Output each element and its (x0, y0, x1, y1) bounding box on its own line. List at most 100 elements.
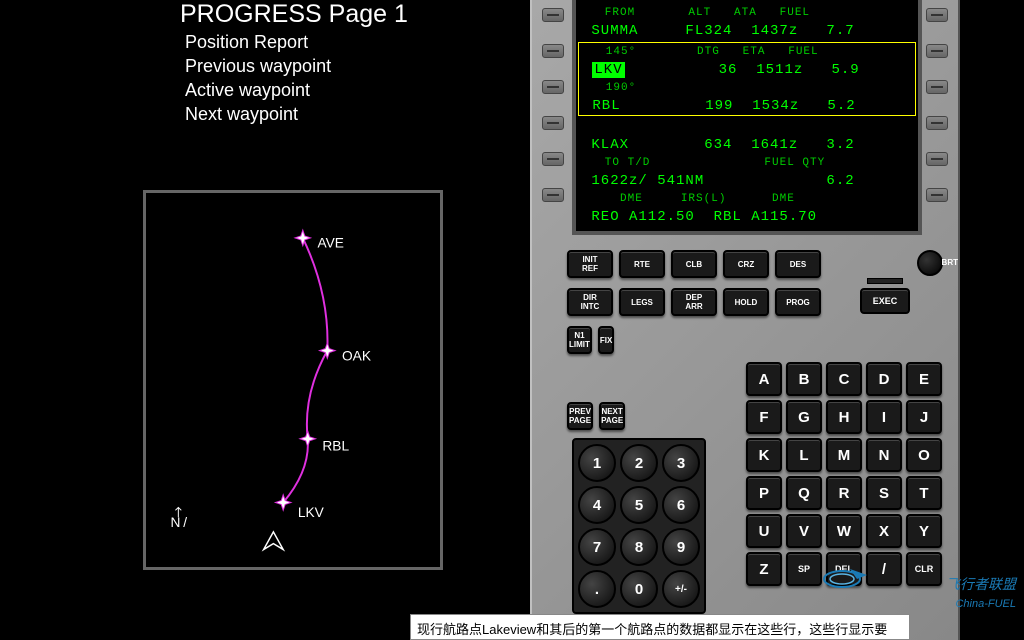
cdu-unit: FROM ALT ATA FUEL SUMMA FL324 1437z 7.7 … (530, 0, 960, 640)
fn-crz-button[interactable]: CRZ (723, 250, 769, 278)
lsk-r3[interactable] (926, 80, 948, 94)
cdu-line: 145° DTG ETA FUEL (583, 43, 911, 61)
lsk-l4[interactable] (542, 116, 564, 130)
key-p-button[interactable]: P (746, 476, 782, 510)
waypoint-ave: AVE (295, 230, 344, 251)
numkey-4-button[interactable]: 4 (578, 486, 616, 524)
fn-fix-button[interactable]: FIX (598, 326, 614, 354)
key-sp-button[interactable]: SP (786, 552, 822, 586)
cdu-line: DME IRS(L) DME (582, 190, 912, 208)
cdu-line: REO A112.50 RBL A115.70 (582, 208, 912, 226)
function-row-2: DIRINTCLEGSDEPARRHOLDPROG (567, 288, 827, 316)
lsk-r5[interactable] (926, 152, 948, 166)
nav-buttons: N1LIMIT FIX PREVPAGENEXTPAGE (567, 326, 625, 430)
aircraft-icon (264, 532, 284, 550)
key-x-button[interactable]: X (866, 514, 902, 548)
fn-prev-page-button[interactable]: PREVPAGE (567, 402, 593, 430)
watermark-logo-icon (822, 561, 942, 591)
svg-text:AVE: AVE (318, 236, 344, 251)
key-b-button[interactable]: B (786, 362, 822, 396)
fn-hold-button[interactable]: HOLD (723, 288, 769, 316)
route-path (283, 238, 327, 503)
cdu-line: LKV 36 1511z 5.9 (583, 61, 911, 79)
nd-display: AVEOAKRBLLKVN/ (143, 190, 443, 570)
cdu-line: RBL 199 1534z 5.2 (583, 97, 911, 115)
north-label: N (171, 515, 181, 530)
key-e-button[interactable]: E (906, 362, 942, 396)
lsk-r6[interactable] (926, 188, 948, 202)
fn-clb-button[interactable]: CLB (671, 250, 717, 278)
page-title: PROGRESS Page 1 (180, 0, 408, 29)
key-s-button[interactable]: S (866, 476, 902, 510)
fn-des-button[interactable]: DES (775, 250, 821, 278)
key-g-button[interactable]: G (786, 400, 822, 434)
key-t-button[interactable]: T (906, 476, 942, 510)
numkey-0-button[interactable]: 0 (620, 570, 658, 608)
lsk-r1[interactable] (926, 8, 948, 22)
function-row-1: INITREFRTECLBCRZDES (567, 250, 827, 278)
lsk-r2[interactable] (926, 44, 948, 58)
svg-text:OAK: OAK (342, 348, 371, 363)
cdu-screen: FROM ALT ATA FUEL SUMMA FL324 1437z 7.7 … (572, 0, 922, 235)
alpha-keypad: ABCDEFGHIJKLMNOPQRSTUVWXYZSPDEL/CLR (746, 362, 942, 586)
cdu-line: 190° (583, 79, 911, 97)
key-a-button[interactable]: A (746, 362, 782, 396)
waypoint-oak: OAK (319, 343, 371, 364)
report-labels: Position ReportPrevious waypointActive w… (185, 30, 331, 126)
fn-n1-limit-button[interactable]: N1LIMIT (567, 326, 592, 354)
report-label: Active waypoint (185, 78, 331, 102)
lsk-l1[interactable] (542, 8, 564, 22)
caption-text: 现行航路点Lakeview和其后的第一个航路点的数据都显示在这些行，这些行显示要 (410, 614, 910, 640)
fn-dep-arr-button[interactable]: DEPARR (671, 288, 717, 316)
fn-rte-button[interactable]: RTE (619, 250, 665, 278)
numkey-2-button[interactable]: 2 (620, 444, 658, 482)
numkey-sym-button[interactable]: . (578, 570, 616, 608)
fn-init-ref-button[interactable]: INITREF (567, 250, 613, 278)
cdu-line: 1622z/ 541NM 6.2 (582, 172, 912, 190)
numkey-1-button[interactable]: 1 (578, 444, 616, 482)
key-h-button[interactable]: H (826, 400, 862, 434)
key-d-button[interactable]: D (866, 362, 902, 396)
numkey-8-button[interactable]: 8 (620, 528, 658, 566)
lsk-l3[interactable] (542, 80, 564, 94)
key-w-button[interactable]: W (826, 514, 862, 548)
numeric-keypad: 123 456 789.0+/- (572, 438, 706, 614)
key-q-button[interactable]: Q (786, 476, 822, 510)
cdu-active-box: 145° DTG ETA FUEL LKV 36 1511z 5.9 190° … (578, 42, 916, 116)
lsk-l2[interactable] (542, 44, 564, 58)
key-z-button[interactable]: Z (746, 552, 782, 586)
key-j-button[interactable]: J (906, 400, 942, 434)
fn-next-page-button[interactable]: NEXTPAGE (599, 402, 625, 430)
key-c-button[interactable]: C (826, 362, 862, 396)
numkey-sym-button[interactable]: +/- (662, 570, 700, 608)
key-f-button[interactable]: F (746, 400, 782, 434)
key-u-button[interactable]: U (746, 514, 782, 548)
cdu-line (582, 118, 912, 136)
fn-dir-intc-button[interactable]: DIRINTC (567, 288, 613, 316)
key-n-button[interactable]: N (866, 438, 902, 472)
key-i-button[interactable]: I (866, 400, 902, 434)
lsk-l6[interactable] (542, 188, 564, 202)
fn-legs-button[interactable]: LEGS (619, 288, 665, 316)
key-k-button[interactable]: K (746, 438, 782, 472)
numkey-6-button[interactable]: 6 (662, 486, 700, 524)
cdu-line: SUMMA FL324 1437z 7.7 (582, 22, 912, 40)
brightness-knob[interactable] (917, 250, 943, 276)
numkey-7-button[interactable]: 7 (578, 528, 616, 566)
brightness-label: BRT (942, 258, 958, 267)
key-y-button[interactable]: Y (906, 514, 942, 548)
exec-button[interactable]: EXEC (860, 288, 910, 314)
report-label: Position Report (185, 30, 331, 54)
key-v-button[interactable]: V (786, 514, 822, 548)
key-m-button[interactable]: M (826, 438, 862, 472)
numkey-3-button[interactable]: 3 (662, 444, 700, 482)
lsk-r4[interactable] (926, 116, 948, 130)
fn-prog-button[interactable]: PROG (775, 288, 821, 316)
key-o-button[interactable]: O (906, 438, 942, 472)
lsk-l5[interactable] (542, 152, 564, 166)
watermark: 飞行者联盟 China-FUEL (822, 561, 1016, 610)
key-r-button[interactable]: R (826, 476, 862, 510)
key-l-button[interactable]: L (786, 438, 822, 472)
numkey-5-button[interactable]: 5 (620, 486, 658, 524)
numkey-9-button[interactable]: 9 (662, 528, 700, 566)
